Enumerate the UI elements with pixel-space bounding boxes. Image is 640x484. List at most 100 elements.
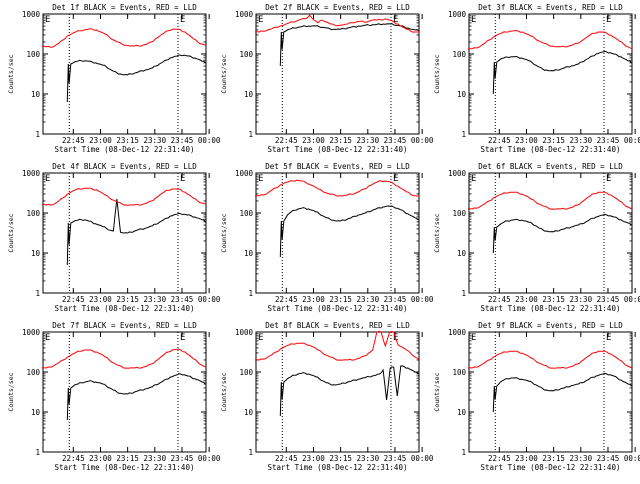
panel-7-xtick-label: 23:00 <box>89 454 112 463</box>
panel-9-xtick-label: 23:15 <box>542 454 565 463</box>
panel-8-ytick-label: 10 <box>244 408 254 417</box>
panel-6-xtick-label: 00:00 <box>624 295 640 304</box>
panel-1-ytick-label: 1 <box>35 130 40 139</box>
panel-7-ytick-label: 1000 <box>22 328 41 337</box>
panel-8-frame <box>255 331 420 453</box>
panel-2-corner-label-left: E <box>258 15 263 25</box>
panel-2-ytick-label: 1 <box>248 130 253 139</box>
panel-4-ytick-label: 1000 <box>22 169 41 178</box>
panel-2-xtick-label: 23:00 <box>302 136 325 145</box>
panel-5-xtick-label: 00:00 <box>411 295 434 304</box>
panel-9-ytick-label: 10 <box>457 408 467 417</box>
panel-7-series-lld <box>41 348 207 369</box>
panel-4-corner-label-right: E <box>180 174 185 184</box>
panel-4-xtick-label: 23:30 <box>144 295 167 304</box>
panel-2-xtick-label: 22:45 <box>275 136 298 145</box>
panel-6-title: Det 6f BLACK = Events, RED = LLD <box>478 162 623 171</box>
panel-4-frame <box>42 172 207 294</box>
panel-3-xtick-label: 23:30 <box>570 136 593 145</box>
panel-1-xtick-label: 23:00 <box>89 136 112 145</box>
panel-6-ylabel: Counts/sec <box>433 213 441 252</box>
panel-1-xtick-label: 23:15 <box>116 136 139 145</box>
panel-3-frame <box>468 13 633 135</box>
panel-4-series-events <box>66 198 206 266</box>
panel-8-series-events <box>279 365 419 417</box>
panel-3-ytick-label: 100 <box>452 50 466 59</box>
panel-5-ytick-label: 1000 <box>235 169 254 178</box>
panel-6-xtick-label: 22:45 <box>488 295 511 304</box>
panel-1-title: Det 1f BLACK = Events, RED = LLD <box>52 3 197 12</box>
panel-3-ytick-label: 10 <box>457 90 467 99</box>
panel-2-frame <box>255 13 420 135</box>
panel-2-ylabel: Counts/sec <box>220 54 228 93</box>
panel-7-xtick-label: 00:00 <box>198 454 221 463</box>
panel-1-xtick-label: 00:00 <box>198 136 221 145</box>
panel-5-ytick-label: 100 <box>239 209 253 218</box>
panel-7-xtick-label: 23:45 <box>171 454 194 463</box>
panel-3-title: Det 3f BLACK = Events, RED = LLD <box>478 3 623 12</box>
panel-3-xlabel: Start Time (08-Dec-12 22:31:40) <box>481 145 621 154</box>
panel-5-xtick-label: 22:45 <box>275 295 298 304</box>
panel-2-xlabel: Start Time (08-Dec-12 22:31:40) <box>268 145 408 154</box>
panel-1-ytick-label: 10 <box>31 90 41 99</box>
panel-9-ylabel: Counts/sec <box>433 372 441 411</box>
panel-5-corner-label-right: E <box>393 174 398 184</box>
panel-4-ytick-label: 100 <box>26 209 40 218</box>
panel-2-xtick-label: 23:30 <box>357 136 380 145</box>
panel-8-ytick-label: 100 <box>239 368 253 377</box>
panel-1-xlabel: Start Time (08-Dec-12 22:31:40) <box>55 145 195 154</box>
panel-9-corner-label-right: E <box>606 333 611 343</box>
panel-4-xtick-label: 23:15 <box>116 295 139 304</box>
panel-3-series-events <box>492 50 632 95</box>
panel-4-xtick-label: 00:00 <box>198 295 221 304</box>
panel-5-xtick-label: 23:15 <box>329 295 352 304</box>
panel-9-series-lld <box>467 350 633 369</box>
panel-9-xtick-label: 22:45 <box>488 454 511 463</box>
panel-5-corner-label-left: E <box>258 174 263 184</box>
panel-9-frame <box>468 331 633 453</box>
panel-2-ytick-label: 10 <box>244 90 254 99</box>
panel-6-xtick-label: 23:30 <box>570 295 593 304</box>
panel-3-corner-label-right: E <box>606 15 611 25</box>
panel-8-corner-label-left: E <box>258 333 263 343</box>
panel-1-corner-label-left: E <box>45 15 50 25</box>
panel-2-xtick-label: 23:15 <box>329 136 352 145</box>
panel-6-xlabel: Start Time (08-Dec-12 22:31:40) <box>481 304 621 313</box>
panel-8-xtick-label: 23:30 <box>357 454 380 463</box>
panel-3-ytick-label: 1 <box>461 130 466 139</box>
panel-2-series-lld <box>254 14 419 33</box>
panel-2-series-events <box>279 23 419 67</box>
panel-7-frame <box>42 331 207 453</box>
panel-1-series-lld <box>41 28 207 48</box>
panel-8-title: Det 8f BLACK = Events, RED = LLD <box>265 321 410 330</box>
panel-1-xtick-label: 23:45 <box>171 136 194 145</box>
panel-4-xtick-label: 23:45 <box>171 295 194 304</box>
panel-2-corner-label-right: E <box>393 15 398 25</box>
panel-6-corner-label-left: E <box>471 174 476 184</box>
panel-1-series-events <box>66 54 206 103</box>
panel-5-xlabel: Start Time (08-Dec-12 22:31:40) <box>268 304 408 313</box>
panel-5-ylabel: Counts/sec <box>220 213 228 252</box>
panel-9-series-events <box>492 372 632 413</box>
panel-9-xtick-label: 23:00 <box>515 454 538 463</box>
panel-5-title: Det 5f BLACK = Events, RED = LLD <box>265 162 410 171</box>
panel-1-xtick-label: 22:45 <box>62 136 85 145</box>
panel-5-xtick-label: 23:45 <box>384 295 407 304</box>
panel-6-series-lld <box>467 191 633 210</box>
panel-7-xtick-label: 22:45 <box>62 454 85 463</box>
panel-6-ytick-label: 1000 <box>448 169 467 178</box>
panel-3-xtick-label: 23:45 <box>597 136 620 145</box>
panel-1-corner-label-right: E <box>180 15 185 25</box>
panel-6-ytick-label: 100 <box>452 209 466 218</box>
panel-2-ytick-label: 1000 <box>235 10 254 19</box>
panel-7-ylabel: Counts/sec <box>7 372 15 411</box>
panel-7-xtick-label: 23:30 <box>144 454 167 463</box>
panel-1-ylabel: Counts/sec <box>7 54 15 93</box>
panel-4-xlabel: Start Time (08-Dec-12 22:31:40) <box>55 304 195 313</box>
panel-7-ytick-label: 1 <box>35 448 40 457</box>
panel-3-ytick-label: 1000 <box>448 10 467 19</box>
panel-3-series-lld <box>467 29 633 50</box>
panel-8-ytick-label: 1000 <box>235 328 254 337</box>
panel-6-frame <box>468 172 633 294</box>
